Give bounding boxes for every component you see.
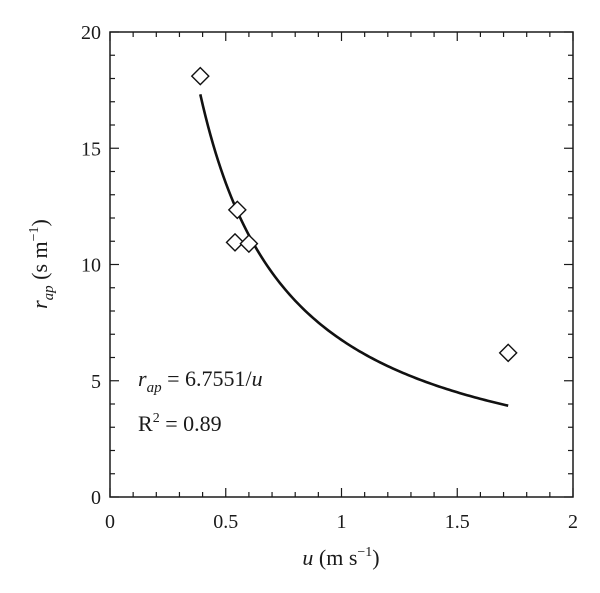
data-point-diamond: [225, 232, 245, 252]
axis-ticks: [109, 31, 574, 498]
x-tick-label: 1: [337, 511, 347, 533]
x-axis-title: u (m s−1): [302, 545, 379, 570]
y-axis-unit-close: ): [27, 219, 52, 226]
equation-annotation: rap = 6.7551/u: [138, 366, 263, 396]
r-squared-label: R: [138, 411, 153, 436]
y-tick-label: 5: [91, 371, 101, 393]
equation-var: u: [252, 366, 263, 391]
r-squared-rest: = 0.89: [160, 411, 222, 436]
data-point-diamond: [190, 66, 210, 86]
equation-subscript: ap: [147, 380, 163, 396]
y-tick-label: 15: [81, 138, 101, 160]
r-squared-exp: 2: [153, 411, 160, 426]
x-axis-unit-exp: −1: [357, 545, 372, 560]
equation-symbol: r: [138, 366, 147, 391]
y-axis-subscript: ap: [41, 285, 57, 301]
x-tick-label: 2: [568, 511, 578, 533]
x-axis-unit-open: (m s: [313, 545, 357, 570]
data-point-diamond: [227, 200, 247, 220]
y-axis-title: rap (s m−1): [27, 219, 57, 309]
y-axis-unit-open: (s m: [27, 241, 52, 285]
data-point-diamond: [498, 343, 518, 363]
y-tick-label: 10: [81, 255, 101, 277]
y-tick-label: 20: [81, 22, 101, 44]
x-tick-label: 1.5: [445, 511, 470, 533]
x-axis-symbol: u: [302, 545, 313, 570]
x-axis-unit-close: ): [372, 545, 379, 570]
x-tick-label: 0.5: [213, 511, 238, 533]
data-point-diamond: [239, 234, 259, 254]
y-axis-symbol: r: [27, 300, 52, 309]
y-tick-label: 0: [91, 487, 101, 509]
data-points-layer: [190, 66, 518, 363]
equation-rest: = 6.7551/: [162, 366, 253, 391]
r-squared-annotation: R2 = 0.89: [138, 411, 222, 436]
x-tick-label: 0: [105, 511, 115, 533]
y-axis-unit-exp: −1: [27, 226, 42, 241]
